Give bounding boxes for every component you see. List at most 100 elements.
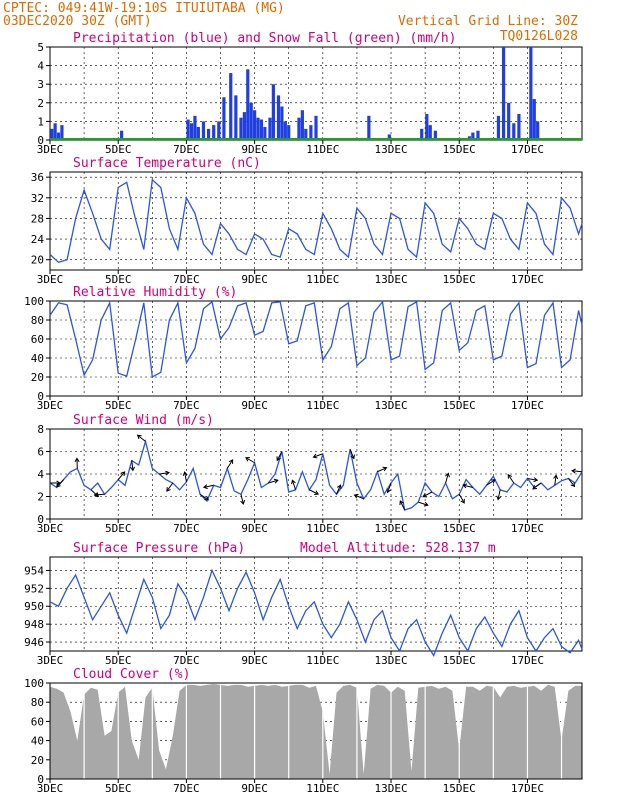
precip-bar <box>276 95 281 140</box>
wind-arrow-head <box>93 492 99 498</box>
wind-arrow <box>507 474 515 484</box>
wind-arrow <box>527 478 538 481</box>
precip-bar <box>532 99 536 140</box>
wind-arrow <box>291 480 297 490</box>
psfc-xtick-label: 3DEC <box>37 654 64 667</box>
cloud-xtick-label: 11DEC <box>306 782 339 795</box>
cloud-xtick-label: 13DEC <box>374 782 407 795</box>
precip-bar <box>56 132 61 140</box>
wind-arrow-head <box>56 482 61 488</box>
temp-ytick-label: 32 <box>31 192 44 205</box>
wind-arrow-head <box>496 495 502 501</box>
precip-bar <box>193 115 197 140</box>
cloud-ytick-label: 20 <box>31 754 44 767</box>
header-station: CPTEC: 049:41W-19:10S ITUIUTABA (MG) <box>3 1 285 16</box>
rh-ytick-label: 20 <box>31 371 44 384</box>
psfc-xtick-label: 5DEC <box>105 654 132 667</box>
precip-ytick-label: 1 <box>37 115 44 128</box>
panels: 0 1 2 3 4 5 3DEC 5DEC 7DEC 9DEC 11DEC 13DEC 15DEC 17D… <box>24 31 583 795</box>
wind-arrow-head <box>445 472 450 478</box>
precip-bar <box>60 125 64 140</box>
wind-ytick-label: 4 <box>37 468 44 481</box>
cloud-xtick-label: 15DEC <box>443 782 476 795</box>
precip-bar <box>536 121 540 140</box>
precip-bar <box>501 47 506 140</box>
wind-arrow-head <box>291 479 296 485</box>
wind-arrow-head <box>273 478 279 484</box>
header-model-id: TQ0126L028 <box>500 29 578 44</box>
wind-arrow-head <box>314 490 320 495</box>
precip-bar <box>507 102 511 140</box>
precip-bar <box>529 47 533 140</box>
wind-arrow <box>567 478 575 487</box>
wind-arrow-head <box>507 473 513 479</box>
header-grid-note: Vertical Grid Line: 30Z <box>398 14 578 29</box>
rh-frame <box>49 300 583 397</box>
precip-bar <box>201 121 206 140</box>
precip-bar <box>263 126 267 140</box>
precip-bar <box>387 134 391 140</box>
header-date: 03DEC2020 30Z (GMT) <box>3 14 152 29</box>
rh-ytick-label: 40 <box>31 352 44 365</box>
cloud-ytick-label: 60 <box>31 715 44 728</box>
wind-arrow <box>90 489 99 497</box>
wind-arrow <box>349 449 355 459</box>
wind-arrow <box>354 494 364 500</box>
temp-xtick-label: 9DEC <box>241 273 268 286</box>
cloud-ytick-label: 80 <box>31 696 44 709</box>
cloud-xtick-label: 17DEC <box>511 782 544 795</box>
precip-bar <box>471 132 475 140</box>
wind-arrow-head <box>204 496 210 501</box>
wind-arrow-head <box>166 487 171 492</box>
wind-arrow <box>245 457 255 464</box>
wind-arrow-head <box>382 466 388 472</box>
rh-panel: 0 20 40 60 80 100 3DEC 5DEC 7DEC 9DEC 11DEC 13DEC 15… <box>24 285 583 412</box>
rh-xtick-label: 5DEC <box>105 399 132 412</box>
precip-bar <box>222 97 226 140</box>
rh-ytick-label: 0 <box>37 390 44 403</box>
precip-ytick-label: 5 <box>37 41 44 54</box>
wind-arrow <box>226 459 234 469</box>
cloud-xtick-label: 7DEC <box>173 782 200 795</box>
precip-xtick-label: 13DEC <box>374 143 407 156</box>
wind-arrow <box>418 501 428 506</box>
temp-line <box>49 178 583 264</box>
wind-arrow <box>276 451 283 461</box>
psfc-line <box>49 568 583 657</box>
wind-xtick-label: 5DEC <box>105 522 132 535</box>
psfc-xtick-label: 13DEC <box>374 654 407 667</box>
temp-ytick-label: 36 <box>31 171 44 184</box>
temp-frame <box>49 171 583 271</box>
wind-arrow-head <box>462 483 468 489</box>
precip-bar <box>425 113 429 140</box>
wind-arrow-head <box>532 484 538 490</box>
psfc-xtick-label: 9DEC <box>241 654 268 667</box>
temp-xtick-label: 15DEC <box>443 273 476 286</box>
cloud-frame-top <box>49 682 583 780</box>
precip-bar <box>249 102 253 140</box>
psfc-ytick-label: 954 <box>24 564 44 577</box>
precip-bar <box>280 106 284 140</box>
wind-arrow-head <box>353 493 359 499</box>
psfc-ytick-label: 946 <box>24 636 44 649</box>
wind-arrow <box>166 482 174 492</box>
wind-arrow <box>463 484 473 488</box>
wind-arrow-head <box>571 468 576 474</box>
rh-xtick-label: 17DEC <box>511 399 544 412</box>
cloud-ytick-label: 40 <box>31 735 44 748</box>
wind-arrow <box>399 500 406 511</box>
wind-arrow <box>184 471 187 482</box>
wind-arrow <box>56 479 65 488</box>
rh-xtick-label: 13DEC <box>374 399 407 412</box>
precip-bar <box>212 125 216 140</box>
precip-xtick-label: 11DEC <box>306 143 339 156</box>
wind-line <box>49 438 583 511</box>
precip-bar <box>433 130 437 140</box>
precip-bar <box>206 128 211 140</box>
temp-ytick-label: 28 <box>31 212 44 225</box>
wind-arrow-head <box>350 454 355 460</box>
precip-xtick-label: 15DEC <box>443 143 476 156</box>
wind-arrow <box>159 472 170 475</box>
wind-ytick-label: 0 <box>37 513 44 526</box>
precip-bar <box>120 130 124 140</box>
